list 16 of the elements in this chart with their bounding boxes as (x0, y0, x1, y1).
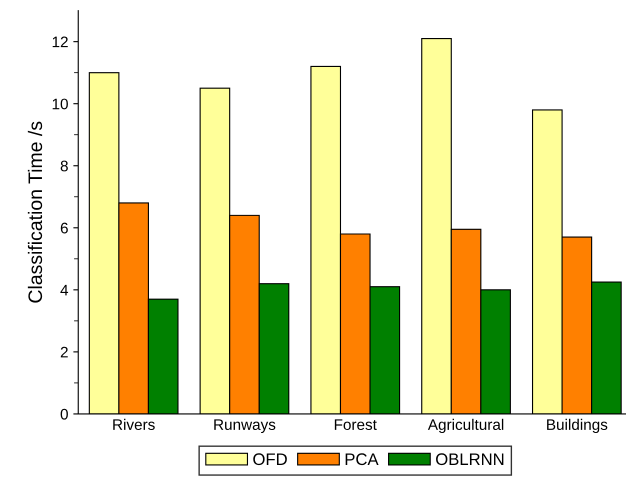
x-tick-label: Forest (334, 419, 377, 430)
y-tick-label: 2 (60, 346, 68, 358)
x-tick-label: Runways (214, 419, 276, 434)
x-tick-label: Rivers (113, 418, 155, 430)
y-tick-label: 0 (60, 408, 68, 420)
y-tick-label: 4 (60, 284, 68, 296)
legend-label: PCA (346, 453, 379, 466)
legend-label: OBLRNN (436, 453, 504, 466)
y-tick-label: 10 (52, 98, 68, 110)
x-tick-label: Agricultural (428, 418, 504, 434)
x-tick-label: Buildings (547, 418, 608, 434)
y-tick-label: 6 (60, 222, 68, 234)
legend-label: OFD (253, 453, 287, 466)
y-axis-title: Classification Time /s (28, 122, 42, 303)
y-tick-label: 12 (52, 36, 68, 48)
y-tick-label: 8 (60, 160, 68, 172)
